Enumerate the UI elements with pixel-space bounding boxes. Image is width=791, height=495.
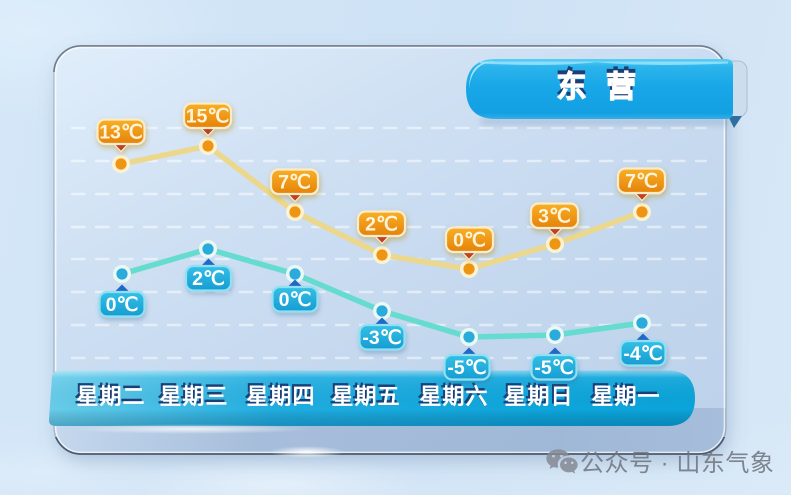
svg-text:星期日: 星期日 (504, 384, 573, 409)
svg-text:星期五: 星期五 (329, 382, 398, 407)
svg-text:星期三: 星期三 (159, 384, 228, 409)
svg-text:星期二: 星期二 (76, 384, 145, 409)
svg-text:15℃: 15℃ (186, 106, 230, 128)
svg-text:星期四: 星期四 (246, 384, 315, 409)
svg-text:公众号 · 山东气象: 公众号 · 山东气象 (580, 450, 774, 477)
svg-text:星期一: 星期一 (591, 384, 660, 409)
svg-text:3℃: 3℃ (538, 206, 571, 228)
svg-text:2℃: 2℃ (192, 268, 225, 290)
svg-text:-4℃: -4℃ (623, 343, 662, 365)
svg-text:星期六: 星期六 (419, 384, 488, 409)
svg-text:星期二: 星期二 (74, 382, 143, 407)
svg-text:13℃: 13℃ (99, 122, 143, 144)
svg-text:0℃: 0℃ (106, 294, 139, 316)
svg-text:东营: 东营 (557, 66, 656, 100)
svg-text:东营: 东营 (557, 70, 656, 104)
svg-text:-5℃: -5℃ (534, 357, 573, 379)
svg-text:星期四: 星期四 (244, 382, 313, 407)
svg-text:0℃: 0℃ (279, 289, 312, 311)
svg-text:星期一: 星期一 (589, 382, 658, 407)
svg-text:7℃: 7℃ (278, 172, 311, 194)
svg-text:-3℃: -3℃ (362, 327, 401, 349)
svg-text:2℃: 2℃ (365, 214, 398, 236)
svg-text:星期五: 星期五 (331, 384, 400, 409)
svg-text:星期六: 星期六 (417, 382, 486, 407)
svg-text:0℃: 0℃ (453, 230, 486, 252)
svg-text:7℃: 7℃ (625, 171, 658, 193)
svg-text:星期三: 星期三 (157, 382, 226, 407)
svg-text:星期日: 星期日 (502, 382, 571, 407)
svg-text:-5℃: -5℃ (447, 357, 486, 379)
